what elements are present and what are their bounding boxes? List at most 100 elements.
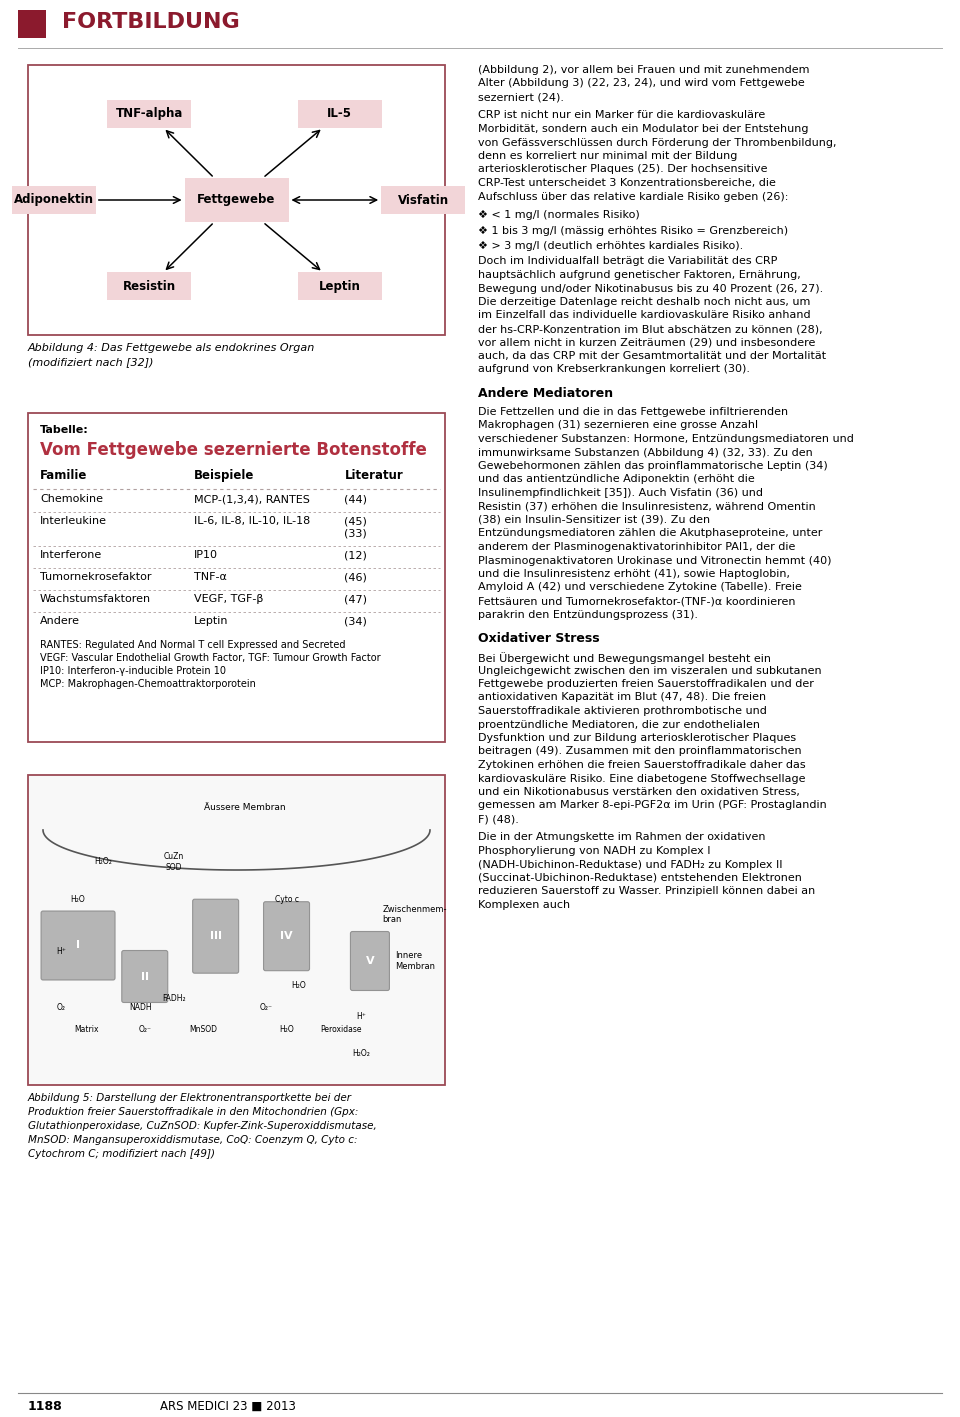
FancyBboxPatch shape (298, 99, 382, 128)
Text: MCP-(1,3,4), RANTES: MCP-(1,3,4), RANTES (194, 495, 310, 504)
Text: ❖ 1 bis 3 mg/l (mässig erhöhtes Risiko = Grenzbereich): ❖ 1 bis 3 mg/l (mässig erhöhtes Risiko =… (478, 225, 788, 235)
Text: Entzündungsmediatoren zählen die Akutphaseproteine, unter: Entzündungsmediatoren zählen die Akutpha… (478, 529, 823, 538)
Text: von Gefässverschlüssen durch Förderung der Thrombenbildung,: von Gefässverschlüssen durch Förderung d… (478, 137, 836, 147)
Text: (34): (34) (345, 616, 368, 626)
FancyBboxPatch shape (122, 951, 168, 1002)
Text: Chemokine: Chemokine (40, 495, 103, 504)
Text: IL-5: IL-5 (327, 108, 352, 120)
Text: Bei Übergewicht und Bewegungsmangel besteht ein: Bei Übergewicht und Bewegungsmangel best… (478, 652, 771, 665)
Text: H⁺: H⁺ (57, 947, 66, 956)
Text: FORTBILDUNG: FORTBILDUNG (62, 11, 240, 33)
Text: Oxidativer Stress: Oxidativer Stress (478, 632, 600, 645)
Text: Peroxidase: Peroxidase (320, 1024, 362, 1033)
Text: arteriosklerotischer Plaques (25). Der hochsensitive: arteriosklerotischer Plaques (25). Der h… (478, 164, 767, 174)
Text: Die in der Atmungskette im Rahmen der oxidativen: Die in der Atmungskette im Rahmen der ox… (478, 833, 765, 843)
Text: Cyto c: Cyto c (275, 894, 299, 904)
Text: TNF-α: TNF-α (194, 572, 228, 582)
FancyBboxPatch shape (108, 272, 191, 300)
Text: reduzieren Sauerstoff zu Wasser. Prinzipiell können dabei an: reduzieren Sauerstoff zu Wasser. Prinzip… (478, 887, 815, 897)
Text: Leptin: Leptin (319, 281, 361, 293)
Text: IP10: IP10 (194, 550, 218, 560)
Text: Beispiele: Beispiele (194, 469, 254, 482)
Text: der hs-CRP-Konzentration im Blut abschätzen zu können (28),: der hs-CRP-Konzentration im Blut abschät… (478, 324, 823, 334)
Text: (Succinat-Ubichinon-Reduktase) entstehenden Elektronen: (Succinat-Ubichinon-Reduktase) entstehen… (478, 873, 802, 883)
Text: III: III (209, 931, 222, 941)
Text: parakrin den Entzündungsprozess (31).: parakrin den Entzündungsprozess (31). (478, 609, 698, 619)
Text: Gewebehormonen zählen das proinflammatorische Leptin (34): Gewebehormonen zählen das proinflammator… (478, 461, 828, 470)
Text: Resistin: Resistin (123, 281, 176, 293)
Text: anderem der Plasminogenaktivatorinhibitor PAI1, der die: anderem der Plasminogenaktivatorinhibito… (478, 541, 796, 553)
Text: Amyloid A (42) und verschiedene Zytokine (Tabelle). Freie: Amyloid A (42) und verschiedene Zytokine… (478, 582, 802, 592)
Text: H₂O: H₂O (292, 982, 306, 990)
Text: Insulinempfindlichkeit [35]). Auch Visfatin (36) und: Insulinempfindlichkeit [35]). Auch Visfa… (478, 487, 763, 497)
Text: (Abbildung 2), vor allem bei Frauen und mit zunehmendem: (Abbildung 2), vor allem bei Frauen und … (478, 65, 809, 75)
Text: Die Fettzellen und die in das Fettgewebe infiltrierenden: Die Fettzellen und die in das Fettgewebe… (478, 407, 788, 417)
Text: Leptin: Leptin (194, 616, 228, 626)
Text: Fettsäuren und Tumornekrosefaktor-(TNF-)α koordinieren: Fettsäuren und Tumornekrosefaktor-(TNF-)… (478, 597, 796, 606)
Text: (46): (46) (345, 572, 368, 582)
Text: IL-6, IL-8, IL-10, IL-18: IL-6, IL-8, IL-10, IL-18 (194, 516, 310, 526)
Text: F) (48).: F) (48). (478, 813, 518, 825)
Text: Äussere Membran: Äussere Membran (204, 803, 286, 812)
Text: immunwirksame Substanzen (Abbildung 4) (32, 33). Zu den: immunwirksame Substanzen (Abbildung 4) (… (478, 448, 813, 458)
Text: Dysfunktion und zur Bildung arteriosklerotischer Plaques: Dysfunktion und zur Bildung arterioskler… (478, 733, 796, 743)
Text: TNF-alpha: TNF-alpha (115, 108, 182, 120)
Text: NADH: NADH (130, 1003, 152, 1012)
Text: Bewegung und/oder Nikotinabusus bis zu 40 Prozent (26, 27).: Bewegung und/oder Nikotinabusus bis zu 4… (478, 283, 824, 293)
Text: Interleukine: Interleukine (40, 516, 107, 526)
Text: vor allem nicht in kurzen Zeiträumen (29) und insbesondere: vor allem nicht in kurzen Zeiträumen (29… (478, 337, 815, 347)
Text: Aufschluss über das relative kardiale Risiko geben (26):: Aufschluss über das relative kardiale Ri… (478, 191, 788, 201)
Text: FADH₂: FADH₂ (162, 993, 186, 1003)
Text: Zytokinen erhöhen die freien Sauerstoffradikale daher das: Zytokinen erhöhen die freien Sauerstoffr… (478, 760, 805, 769)
Text: ARS MEDICI 23 ■ 2013: ARS MEDICI 23 ■ 2013 (160, 1400, 296, 1413)
Text: im Einzelfall das individuelle kardiovaskuläre Risiko anhand: im Einzelfall das individuelle kardiovas… (478, 310, 810, 320)
Text: IV: IV (280, 931, 293, 941)
Text: Andere: Andere (40, 616, 80, 626)
FancyBboxPatch shape (28, 65, 445, 334)
Text: Resistin (37) erhöhen die Insulinresistenz, während Omentin: Resistin (37) erhöhen die Insulinresiste… (478, 502, 816, 512)
Text: kardiovaskuläre Risiko. Eine diabetogene Stoffwechsellage: kardiovaskuläre Risiko. Eine diabetogene… (478, 774, 805, 784)
Text: Matrix: Matrix (74, 1024, 99, 1033)
Text: ❖ > 3 mg/l (deutlich erhöhtes kardiales Risiko).: ❖ > 3 mg/l (deutlich erhöhtes kardiales … (478, 241, 743, 251)
Text: II: II (141, 972, 149, 982)
FancyBboxPatch shape (41, 911, 115, 981)
Text: Morbidität, sondern auch ein Modulator bei der Entstehung: Morbidität, sondern auch ein Modulator b… (478, 125, 808, 135)
Text: MCP: Makrophagen-Chemoattraktorporotein: MCP: Makrophagen-Chemoattraktorporotein (40, 679, 256, 689)
Text: (12): (12) (345, 550, 368, 560)
Text: Innere
Membran: Innere Membran (395, 951, 435, 971)
Text: H₂O: H₂O (71, 894, 85, 904)
Text: Die derzeitige Datenlage reicht deshalb noch nicht aus, um: Die derzeitige Datenlage reicht deshalb … (478, 298, 810, 307)
Text: Wachstumsfaktoren: Wachstumsfaktoren (40, 594, 151, 604)
Text: V: V (366, 956, 374, 966)
Text: (38) ein Insulin-Sensitizer ist (39). Zu den: (38) ein Insulin-Sensitizer ist (39). Zu… (478, 514, 710, 526)
Text: CRP-Test unterscheidet 3 Konzentrationsbereiche, die: CRP-Test unterscheidet 3 Konzentrationsb… (478, 179, 776, 188)
Text: IP10: Interferon-γ-inducible Protein 10: IP10: Interferon-γ-inducible Protein 10 (40, 666, 226, 676)
Text: Sauerstoffradikale aktivieren prothrombotische und: Sauerstoffradikale aktivieren prothrombo… (478, 706, 767, 716)
Text: Literatur: Literatur (345, 469, 403, 482)
Text: Makrophagen (31) sezernieren eine grosse Anzahl: Makrophagen (31) sezernieren eine grosse… (478, 421, 758, 431)
Text: und ein Nikotionabusus verstärken den oxidativen Stress,: und ein Nikotionabusus verstärken den ox… (478, 786, 800, 796)
Text: (44): (44) (345, 495, 368, 504)
Text: antioxidativen Kapazität im Blut (47, 48). Die freien: antioxidativen Kapazität im Blut (47, 48… (478, 693, 766, 703)
Text: Zwischenmem-
bran: Zwischenmem- bran (382, 905, 447, 924)
Text: beitragen (49). Zusammen mit den proinflammatorischen: beitragen (49). Zusammen mit den proinfl… (478, 747, 802, 757)
Text: Fettgewebe produzierten freien Sauerstoffradikalen und der: Fettgewebe produzierten freien Sauerstof… (478, 679, 814, 689)
Text: und das antientzündliche Adiponektin (erhöht die: und das antientzündliche Adiponektin (er… (478, 475, 755, 485)
Text: Ungleichgewicht zwischen den im viszeralen und subkutanen: Ungleichgewicht zwischen den im viszeral… (478, 666, 822, 676)
FancyBboxPatch shape (28, 412, 445, 743)
Text: und die Insulinresistenz erhöht (41), sowie Haptoglobin,: und die Insulinresistenz erhöht (41), so… (478, 570, 790, 580)
Text: (NADH-Ubichinon-Reduktase) und FADH₂ zu Komplex II: (NADH-Ubichinon-Reduktase) und FADH₂ zu … (478, 860, 782, 870)
Text: Adiponektin: Adiponektin (13, 194, 94, 207)
Text: VEGF, TGF-β: VEGF, TGF-β (194, 594, 264, 604)
Text: Tumornekrosefaktor: Tumornekrosefaktor (40, 572, 152, 582)
FancyBboxPatch shape (264, 901, 309, 971)
Text: Visfatin: Visfatin (397, 194, 448, 207)
Text: H₂O₂: H₂O₂ (352, 1050, 371, 1058)
Text: Komplexen auch: Komplexen auch (478, 900, 570, 910)
Text: CuZn
SOD: CuZn SOD (164, 852, 184, 871)
Text: O₂⁻: O₂⁻ (138, 1024, 152, 1033)
Text: denn es korreliert nur minimal mit der Bildung: denn es korreliert nur minimal mit der B… (478, 152, 737, 162)
FancyBboxPatch shape (184, 179, 289, 222)
Text: Plasminogenaktivatoren Urokinase und Vitronectin hemmt (40): Plasminogenaktivatoren Urokinase und Vit… (478, 555, 831, 565)
Text: Abbildung 5: Darstellung der Elektronentransportkette bei der
Produktion freier : Abbildung 5: Darstellung der Elektronent… (28, 1093, 376, 1159)
